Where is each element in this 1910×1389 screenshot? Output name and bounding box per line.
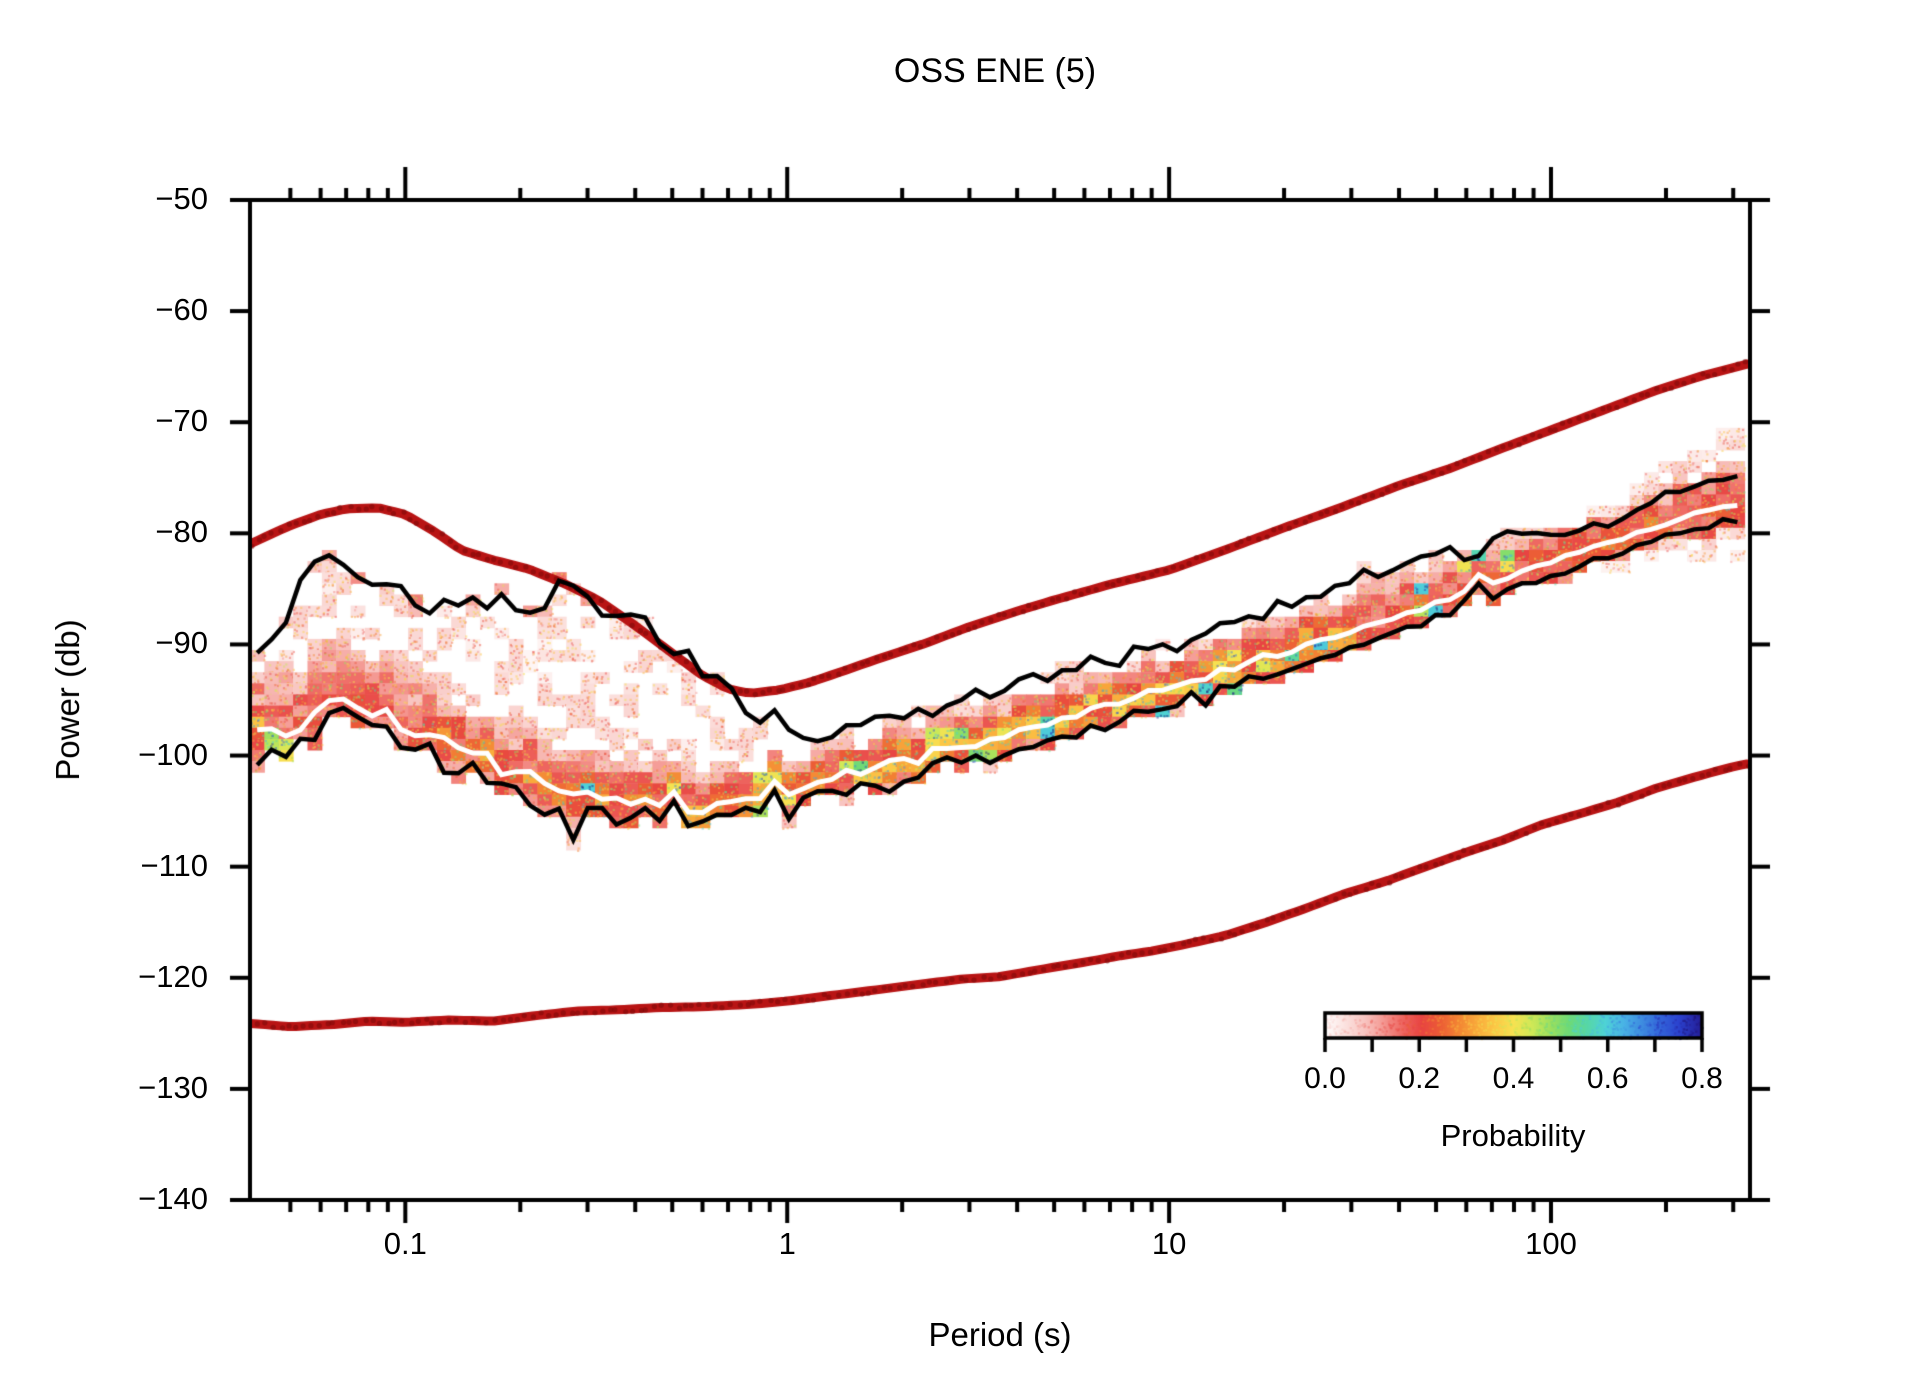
y-tick-label: −70 bbox=[155, 403, 208, 439]
y-tick-label: −130 bbox=[138, 1069, 208, 1105]
colorbar-tick-label: 0.2 bbox=[1398, 1062, 1441, 1095]
y-tick-label: −120 bbox=[138, 958, 208, 994]
x-tick-label: 10 bbox=[1151, 1226, 1187, 1261]
y-tick-label: −50 bbox=[155, 181, 208, 216]
y-tick-label: −90 bbox=[155, 625, 208, 661]
y-tick-label: −110 bbox=[140, 847, 208, 883]
plot-title: OSS ENE (5) bbox=[893, 52, 1097, 90]
colorbar-tick-label: 0.0 bbox=[1304, 1062, 1346, 1095]
colorbar-tick-label: 0.4 bbox=[1492, 1062, 1535, 1095]
x-axis-title: Period (s) bbox=[928, 1316, 1072, 1353]
x-tick-label: 100 bbox=[1525, 1226, 1577, 1261]
colorbar-tick-label: 0.6 bbox=[1586, 1062, 1629, 1095]
y-tick-label: −140 bbox=[138, 1181, 208, 1216]
colorbar-title: Probability bbox=[1440, 1118, 1586, 1153]
y-tick-label: −60 bbox=[155, 292, 208, 328]
y-tick-label: −100 bbox=[138, 736, 208, 772]
y-tick-label: −80 bbox=[155, 514, 208, 550]
x-tick-label: 0.1 bbox=[383, 1226, 427, 1261]
colorbar-tick-label: 0.8 bbox=[1681, 1062, 1723, 1095]
x-tick-label: 1 bbox=[778, 1226, 796, 1261]
